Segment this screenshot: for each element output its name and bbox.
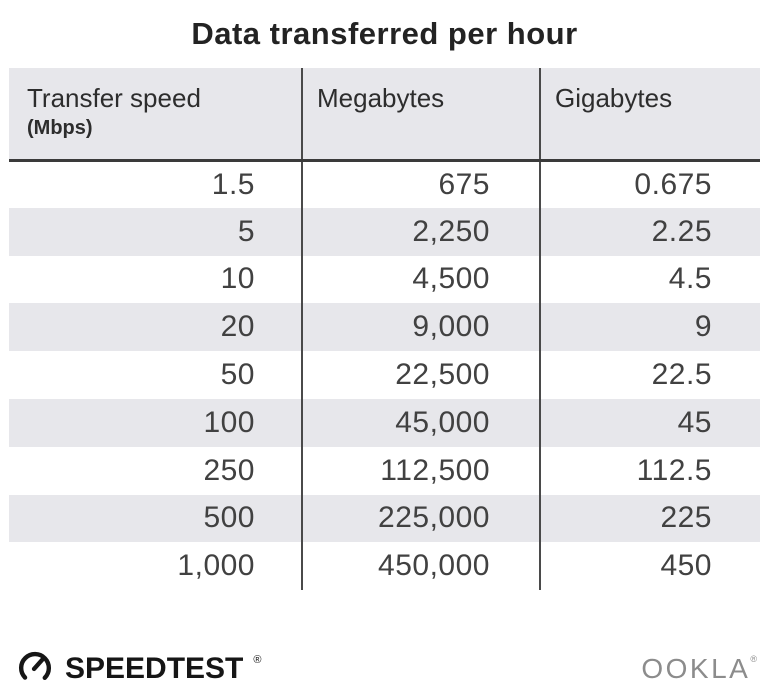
column-header-megabytes: Megabytes	[301, 68, 540, 162]
column-header-label: Transfer speed	[27, 83, 201, 113]
speedtest-registered-mark: ®	[253, 654, 262, 666]
table-row: 1,000 450,000 450	[9, 542, 760, 591]
header-row: Transfer speed (Mbps) Megabytes Gigabyte…	[9, 68, 760, 162]
table-row: 50 22,500 22.5	[9, 351, 760, 399]
table-cell: 100	[9, 398, 302, 447]
table-cell: 45,000	[301, 398, 540, 447]
table-row: 500 225,000 225	[9, 494, 760, 543]
table-cell: 675	[301, 160, 540, 208]
table-cell: 2.25	[539, 207, 760, 256]
data-table: Transfer speed (Mbps) Megabytes Gigabyte…	[9, 68, 760, 591]
table-cell: 5	[9, 207, 302, 256]
table-cell: 500	[9, 494, 302, 543]
table-cell: 225,000	[301, 494, 540, 543]
speedtest-logo: SPEEDTEST ®	[14, 646, 262, 693]
table-cell: 20	[9, 303, 302, 352]
table-cell: 10	[9, 255, 302, 304]
table-body: 1.5 675 0.675 5 2,250 2.25 10 4,500 4.5 20 9,000 9 5…	[9, 160, 760, 591]
table-cell: 22.5	[539, 351, 760, 399]
column-header-label: Gigabytes	[555, 83, 673, 113]
table-cell: 250	[9, 446, 302, 495]
table-row: 1.5 675 0.675	[9, 160, 760, 208]
page-title: Data transferred per hour	[191, 16, 578, 51]
ookla-wordmark: OOKLA	[641, 653, 751, 684]
table-cell: 2,250	[301, 207, 540, 256]
table-cell: 4,500	[301, 255, 540, 304]
table-cell: 1.5	[9, 160, 302, 208]
table-row: 250 112,500 112.5	[9, 446, 760, 495]
column-header-label: Megabytes	[317, 83, 445, 113]
table-cell: 1,000	[9, 542, 302, 591]
column-header-gigabytes: Gigabytes	[539, 68, 760, 162]
speedtest-wordmark: SPEEDTEST	[65, 652, 244, 685]
table-cell: 450,000	[301, 542, 540, 591]
speedtest-gauge-icon	[14, 646, 56, 693]
footer: SPEEDTEST ® OOKLA ®	[14, 644, 757, 694]
column-header-sublabel: (Mbps)	[27, 116, 93, 139]
table-cell: 225	[539, 494, 760, 543]
table-row: 100 45,000 45	[9, 398, 760, 447]
table-cell: 0.675	[539, 160, 760, 208]
table-cell: 112.5	[539, 446, 760, 495]
table-cell: 45	[539, 398, 760, 447]
table-cell: 4.5	[539, 255, 760, 304]
ookla-registered-mark: ®	[750, 654, 757, 664]
table-row: 10 4,500 4.5	[9, 255, 760, 304]
table-row: 20 9,000 9	[9, 303, 760, 352]
table-cell: 50	[9, 351, 302, 399]
table-cell: 9	[539, 303, 760, 352]
ookla-logo: OOKLA ®	[641, 653, 757, 685]
table-cell: 450	[539, 542, 760, 591]
table-cell: 22,500	[301, 351, 540, 399]
table-row: 5 2,250 2.25	[9, 207, 760, 256]
table-cell: 112,500	[301, 446, 540, 495]
column-header-transfer-speed: Transfer speed (Mbps)	[9, 68, 302, 162]
table-cell: 9,000	[301, 303, 540, 352]
